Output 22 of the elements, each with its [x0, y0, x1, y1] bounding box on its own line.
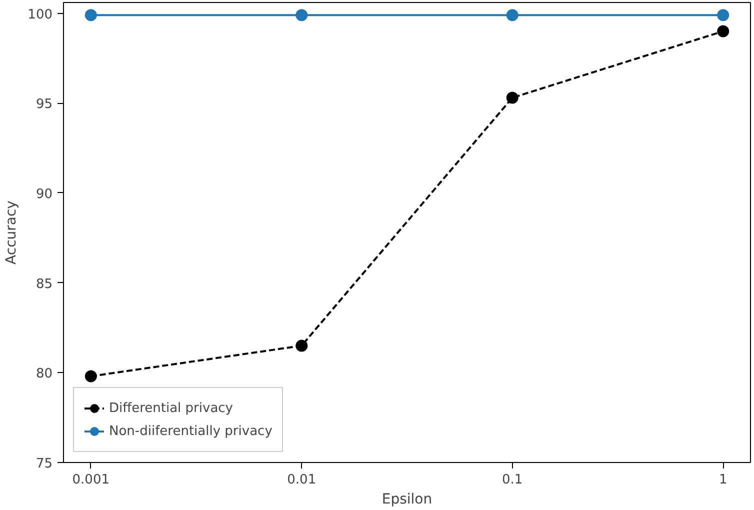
legend-label: Differential privacy: [109, 400, 234, 416]
x-tick-label: 0.001: [72, 472, 110, 488]
y-tick-label: 85: [36, 276, 53, 292]
y-tick-label: 100: [28, 7, 53, 22]
y-tick-label: 80: [36, 366, 53, 382]
x-tick-label: 1: [718, 472, 728, 488]
y-tick-label: 75: [36, 456, 53, 472]
point: [84, 370, 97, 382]
y-tick-label: 90: [36, 186, 53, 202]
point: [506, 9, 518, 22]
x-tick-label: 0.01: [287, 472, 316, 488]
y-axis-title: Accuracy: [4, 200, 20, 264]
point: [296, 9, 308, 22]
point: [296, 340, 308, 352]
point: [506, 92, 518, 104]
point: [84, 9, 97, 22]
point: [717, 25, 730, 38]
x-tick-label: 0.1: [502, 472, 523, 488]
point: [717, 9, 730, 22]
x-axis-title: Epsilon: [382, 492, 432, 508]
y-tick-label: 95: [36, 97, 53, 112]
legend-label: Non-diiferentially privacy: [109, 424, 272, 438]
